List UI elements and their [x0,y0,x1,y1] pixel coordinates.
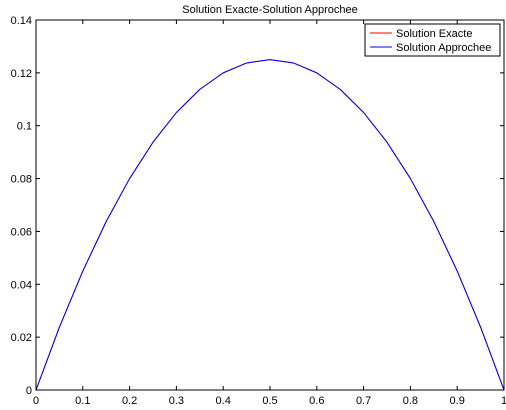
axes-layer: 0 0.1 0.2 0.3 0.4 0.5 0.6 0.7 0.8 0.9 1 0 0.02 0.04 0.… [11,15,506,407]
y-tick-label: 0.06 [11,226,32,238]
x-tick-label: 0.1 [75,395,90,407]
y-tick-label: 0.14 [11,15,32,27]
x-tick-label: 0.6 [309,395,324,407]
x-tick-label: 0.3 [169,395,184,407]
legend-box [364,23,501,57]
y-tick-label: 0.04 [11,279,32,291]
chart-title: Solution Exacte-Solution Approchee [182,4,358,16]
x-tick-label: 0.8 [403,395,418,407]
legend: Solution Exacte Solution Approchee [364,23,501,57]
y-tick-label: 0.08 [11,174,32,186]
y-tick-label: 0.02 [11,332,32,344]
legend-label-exacte: Solution Exacte [396,28,472,40]
x-tick-label: 0 [33,395,39,407]
x-tick-label: 1 [501,395,506,407]
plot-area [35,19,505,391]
x-tick-label: 0.5 [262,395,277,407]
x-tick-label: 0.2 [122,395,137,407]
x-tick-label: 0.7 [356,395,371,407]
y-tick-label: 0.1 [17,121,32,133]
y-tick-label: 0 [26,385,32,397]
series-line-solution-approchee [35,59,505,391]
y-tick-label: 0.12 [11,68,32,80]
series-layer [35,59,505,391]
x-tick-label: 0.9 [450,395,465,407]
x-tick-label: 0.4 [216,395,231,407]
legend-label-approchee: Solution Approchee [396,42,491,54]
